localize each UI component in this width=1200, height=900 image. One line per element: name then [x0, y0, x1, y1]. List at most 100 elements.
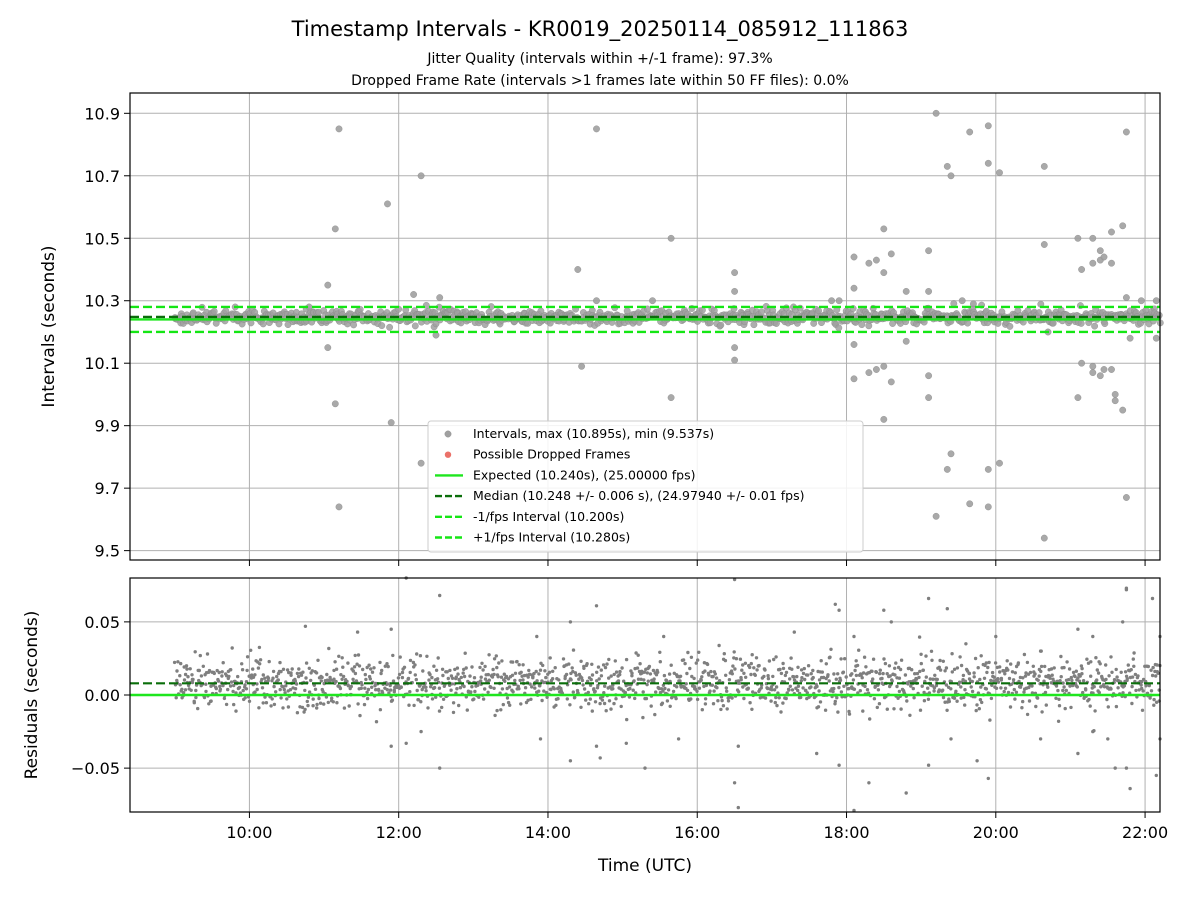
x-tick-label: 18:00	[823, 823, 869, 842]
residual-point	[462, 674, 467, 679]
residual-point	[1106, 705, 1111, 709]
residual-outlier-point	[404, 741, 408, 745]
residual-point	[365, 690, 369, 694]
residual-point	[519, 670, 523, 674]
residual-point	[733, 667, 737, 671]
residual-point	[571, 690, 575, 694]
residual-point	[1105, 697, 1109, 702]
residual-point	[990, 670, 995, 675]
residual-point	[630, 671, 634, 675]
residual-point	[379, 671, 383, 676]
residual-point	[586, 690, 590, 695]
residual-point	[335, 701, 339, 705]
residual-point	[853, 668, 857, 673]
residual-point	[369, 667, 373, 671]
residual-point	[1074, 669, 1079, 673]
residual-outlier-point	[837, 763, 841, 767]
residual-point	[781, 666, 786, 671]
residual-point	[792, 675, 796, 679]
residual-point	[244, 687, 249, 691]
residual-point	[777, 696, 781, 700]
residual-point	[711, 702, 716, 706]
residual-point	[1110, 670, 1114, 674]
residual-point	[639, 677, 643, 681]
residual-point	[1005, 659, 1009, 663]
residual-point	[362, 702, 367, 707]
residual-point	[492, 657, 497, 661]
residual-point	[890, 679, 894, 683]
interval-outlier-point	[932, 109, 940, 117]
interval-outlier-point	[667, 394, 675, 401]
residual-point	[622, 679, 626, 683]
residual-point	[826, 673, 830, 677]
residual-point	[317, 696, 321, 701]
residual-point	[1119, 670, 1123, 674]
residual-point	[645, 671, 649, 675]
residual-point	[1065, 660, 1069, 664]
residual-point	[1058, 679, 1062, 683]
residual-point	[413, 673, 417, 677]
residual-point	[1131, 657, 1136, 661]
residual-point	[746, 686, 750, 690]
x-tick-label: 16:00	[674, 823, 720, 842]
residual-point	[796, 684, 801, 688]
residual-point	[295, 711, 300, 715]
residual-point	[566, 679, 571, 683]
residual-point	[449, 688, 453, 692]
residual-point	[1071, 683, 1075, 688]
residual-point	[1137, 688, 1141, 692]
residual-point	[803, 677, 807, 682]
residual-point	[958, 655, 962, 659]
residual-point	[1132, 651, 1136, 655]
residual-point	[365, 665, 369, 670]
residual-point	[703, 697, 708, 701]
residual-point	[986, 665, 990, 670]
residual-point	[279, 696, 283, 700]
residual-point	[823, 708, 828, 712]
residual-point	[941, 688, 945, 692]
residual-outlier-point	[1124, 586, 1129, 590]
residual-point	[843, 657, 847, 661]
residual-point	[1134, 688, 1138, 693]
residual-point	[331, 700, 335, 704]
residual-point	[748, 701, 752, 705]
residual-point	[584, 698, 588, 702]
residual-point	[919, 652, 923, 656]
residual-point	[302, 710, 306, 714]
residual-point	[928, 677, 932, 681]
residual-point	[957, 680, 962, 684]
residual-point	[817, 678, 822, 682]
residual-point	[717, 679, 722, 683]
residual-point	[632, 679, 636, 683]
legend-entry-median: Median (10.248 +/- 0.006 s), (24.97940 +…	[473, 488, 804, 503]
residual-point	[740, 668, 744, 672]
interval-outlier-point	[1096, 247, 1104, 255]
residual-point	[503, 679, 507, 683]
residual-point	[1080, 666, 1084, 671]
residual-point	[1089, 660, 1093, 664]
residual-point	[1104, 663, 1108, 667]
residual-point	[835, 696, 839, 700]
residual-point	[441, 697, 446, 701]
residual-point	[730, 672, 734, 676]
interval-point	[865, 322, 873, 330]
residual-outlier-point	[852, 634, 856, 639]
residual-point	[207, 668, 212, 673]
residual-point	[636, 653, 640, 657]
residual-point	[495, 708, 499, 713]
residual-point	[975, 703, 979, 707]
residual-point	[340, 656, 344, 660]
residual-point	[204, 682, 208, 686]
residual-point	[969, 685, 973, 689]
interval-outlier-point	[1137, 297, 1145, 305]
residual-point	[596, 665, 601, 669]
interval-outlier-point	[835, 297, 843, 305]
residual-point	[607, 676, 611, 680]
residual-point	[999, 676, 1004, 681]
residual-point	[192, 701, 196, 705]
residual-point	[579, 705, 583, 709]
residual-point	[938, 658, 942, 663]
residual-point	[609, 707, 613, 711]
residual-point	[253, 673, 257, 677]
residual-point	[1043, 664, 1047, 669]
